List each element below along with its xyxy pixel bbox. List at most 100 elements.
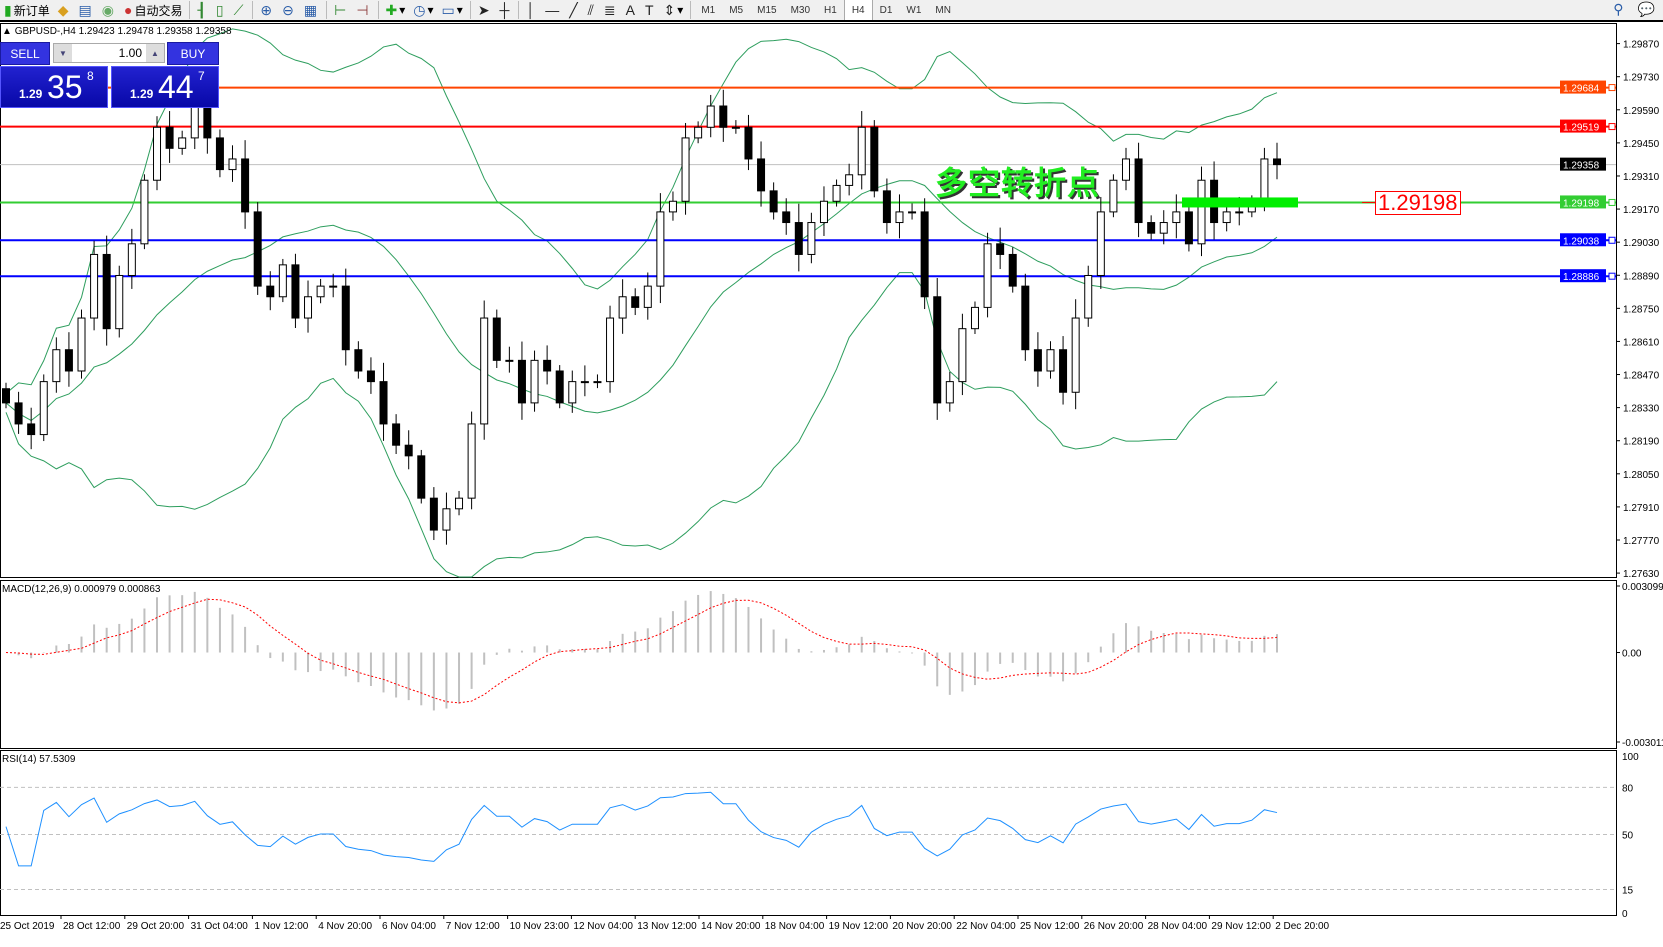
horizontal-line-button[interactable]: — [541, 0, 565, 20]
bull-candle [278, 264, 287, 298]
lot-increase-button[interactable]: ▲ [146, 44, 164, 62]
bear-candle [404, 444, 413, 457]
bear-candle [996, 243, 1005, 255]
lot-decrease-button[interactable]: ▼ [54, 44, 72, 62]
rsi-tick-label: 80 [1622, 783, 1634, 794]
market-watch-button[interactable]: ◆ [54, 0, 75, 20]
autoscroll-button[interactable]: ⊢ [330, 0, 352, 20]
fibonacci-button[interactable]: ≣ [600, 0, 622, 20]
line-handle [1608, 198, 1616, 206]
bull-candle [1159, 222, 1168, 234]
zoom-out-button[interactable]: ⊖ [278, 0, 300, 20]
new-order-button[interactable]: ▮ 新订单 [4, 1, 50, 18]
chart-canvas[interactable]: 1.298701.297301.295901.294501.293101.291… [0, 22, 1663, 947]
zoom-in-button[interactable]: ⊕ [256, 0, 278, 20]
chart-annotation-text[interactable]: 多空转折点 [935, 164, 1101, 202]
price-label-annotation[interactable]: 1.29198 [1375, 191, 1461, 215]
timeframe-m5[interactable]: M5 [729, 4, 744, 16]
divider [518, 1, 520, 19]
periods-button[interactable]: ◷ ▾ [413, 1, 434, 18]
price-tick-label: 1.28750 [1623, 304, 1660, 315]
bull-candle [694, 126, 703, 139]
cursor-icon: ➤ [477, 1, 490, 18]
new-order-icon: ▮ [4, 1, 12, 18]
sell-price-pip: 8 [87, 69, 94, 83]
candle-chart-button[interactable]: ▯ [212, 0, 230, 20]
navigator-button[interactable]: ▤ [75, 0, 98, 20]
horizontal-line-icon: — [545, 2, 560, 18]
bear-candle [492, 317, 501, 361]
bull-candle [593, 381, 602, 384]
bear-candle [744, 126, 753, 160]
bear-candle [165, 126, 174, 149]
bear-candle [429, 497, 438, 531]
channel-button[interactable]: ⫽ [584, 0, 600, 20]
price-tick-label: 1.28470 [1623, 371, 1660, 382]
crosshair-button[interactable]: ┼ [496, 0, 516, 20]
price-tag [1560, 80, 1606, 94]
timeframe-m1[interactable]: M1 [701, 4, 716, 16]
symbol-info: ▲ GBPUSD-,H4 1.29423 1.29478 1.29358 1.2… [2, 26, 232, 37]
vertical-line-button[interactable]: │ [522, 0, 541, 20]
bear-candle [253, 211, 262, 287]
time-label: 18 Nov 04:00 [765, 921, 825, 932]
buy-button[interactable]: BUY [167, 42, 219, 65]
bull-candle [807, 222, 816, 255]
buy-price-box[interactable]: 1.29 44 7 [111, 66, 219, 108]
line-chart-button[interactable]: ⟋ [230, 0, 250, 20]
timeframe-m30[interactable]: M30 [790, 4, 811, 16]
templates-button[interactable]: ▭ ▾ [441, 1, 463, 18]
rsi-tick-label: 0 [1622, 909, 1628, 920]
bull-candle [618, 296, 627, 319]
text-button[interactable]: A [622, 0, 641, 20]
trendline-button[interactable]: ╱ [565, 0, 583, 20]
price-tag [1560, 195, 1606, 209]
tile-windows-button[interactable]: ▦ [300, 0, 323, 20]
time-label: 14 Nov 20:00 [701, 921, 761, 932]
bar-chart-button[interactable]: ┨ [193, 0, 211, 20]
signals-button[interactable]: ◉ [98, 0, 120, 20]
signal-icon: ◉ [101, 1, 114, 18]
lot-input[interactable] [72, 46, 146, 60]
timeframe-h1[interactable]: H1 [824, 4, 837, 16]
timeframe-d1[interactable]: D1 [879, 4, 893, 16]
bull-candle [606, 317, 615, 383]
timeframe-mn[interactable]: MN [935, 4, 951, 16]
price-tick-label: 1.28050 [1623, 470, 1660, 481]
auto-trading-icon: ● [123, 2, 133, 18]
chat-icon[interactable]: 💬 [1637, 1, 1655, 17]
search-icon[interactable]: ⚲ [1613, 1, 1624, 17]
bull-candle [329, 285, 338, 288]
panel-border [0, 23, 1617, 578]
bull-candle [568, 381, 577, 404]
line-handle [1608, 272, 1616, 280]
sell-button[interactable]: SELL [0, 42, 50, 65]
rsi-tick-label: 100 [1622, 752, 1639, 763]
bull-candle [681, 137, 690, 202]
toolbar: ▮ 新订单 ◆ ▤ ◉ ● 自动交易 ┨ ▯ ⟋ ⊕ ⊖ ▦ ⊢ ⊣ ✚ ▾ ◷ ▾ ▭… [0, 0, 1663, 22]
timeframe-w1[interactable]: W1 [906, 4, 922, 16]
bull-candle [316, 285, 325, 298]
bull-candle [115, 274, 124, 330]
bear-candle [870, 126, 879, 192]
chart-shift-button[interactable]: ⊣ [352, 0, 374, 20]
panel-border [0, 580, 1617, 749]
arrows-button[interactable]: ⇕ ▾ [663, 1, 684, 18]
bull-candle [39, 381, 48, 436]
text-label-button[interactable]: T [641, 0, 660, 20]
time-label: 19 Nov 12:00 [829, 921, 889, 932]
bid-price-tag [1560, 157, 1606, 171]
bear-candle [543, 359, 552, 372]
auto-trading-button[interactable]: ● 自动交易 [123, 2, 183, 18]
cursor-button[interactable]: ➤ [474, 0, 496, 20]
price-tick-label: 1.28610 [1623, 337, 1660, 348]
bear-candle [1273, 158, 1281, 166]
bear-candle [64, 349, 73, 372]
timeframe-m15[interactable]: M15 [757, 4, 777, 16]
time-label: 13 Nov 12:00 [637, 921, 697, 932]
sell-price-box[interactable]: 1.29 35 8 [0, 66, 108, 108]
bear-candle [1059, 349, 1068, 393]
timeframe-h4[interactable]: H4 [843, 0, 873, 20]
indicators-button[interactable]: ✚ ▾ [385, 1, 406, 18]
price-tag-label: 1.29038 [1563, 236, 1600, 247]
